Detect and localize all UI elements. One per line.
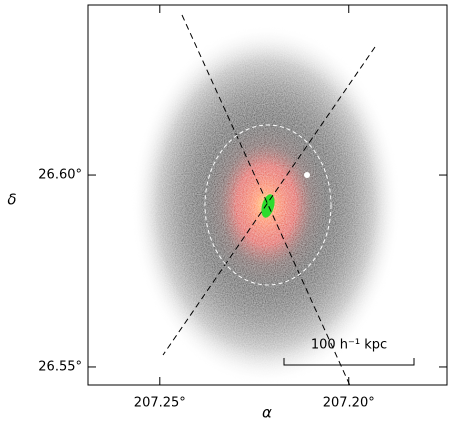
- point-source: [304, 172, 310, 178]
- scale-label: 100 h⁻¹ kpc: [311, 338, 387, 353]
- frame: [87, 4, 448, 386]
- y-tick-label: 26.60°: [38, 168, 82, 183]
- x-tick-label: 207.25°: [134, 396, 186, 411]
- image: [131, 14, 401, 385]
- aperture: [204, 124, 332, 286]
- scale-bar: [283, 358, 415, 366]
- x-axis-label: α: [262, 404, 272, 422]
- core: [261, 194, 275, 218]
- y-axis-label: δ: [7, 191, 16, 209]
- x-tick-label: 207.20°: [323, 396, 375, 411]
- axis-line: [162, 46, 376, 356]
- y-tick-label: 26.55°: [38, 359, 82, 374]
- axis-line: [181, 14, 351, 385]
